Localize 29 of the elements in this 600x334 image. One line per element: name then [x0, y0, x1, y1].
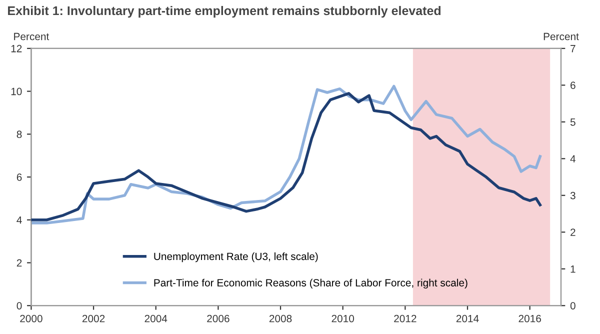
x-tick-label: 2012 — [394, 314, 416, 322]
legend-label: Unemployment Rate (U3, left scale) — [154, 252, 318, 262]
chart-title: Exhibit 1: Involuntary part-time employment remains stubbornly elevated — [8, 6, 440, 18]
y2-tick-label: 3 — [570, 192, 576, 200]
y2-tick-label: 4 — [570, 155, 576, 162]
y-tick-label: 8 — [16, 130, 22, 138]
y2-tick-label: 1 — [570, 265, 576, 273]
y-axis-title: Percent — [14, 32, 50, 40]
y2-axis-title: Percent — [544, 32, 579, 40]
x-tick-label: 2014 — [456, 314, 479, 322]
x-tick-label: 2000 — [20, 314, 42, 322]
y-tick-label: 4 — [16, 216, 22, 224]
x-tick-label: 2010 — [332, 314, 354, 322]
x-tick-label: 2016 — [518, 314, 541, 322]
x-tick-label: 2008 — [269, 314, 292, 322]
y-tick-label: 6 — [16, 174, 22, 181]
x-tick-label: 2002 — [82, 314, 105, 322]
y2-tick-label: 0 — [570, 302, 576, 310]
legend-label: Part-Time for Economic Reasons (Share of Labor Force, right scale) — [154, 278, 468, 289]
x-tick-label: 2006 — [207, 314, 230, 322]
y2-tick-label: 6 — [570, 82, 576, 90]
y2-tick-label: 2 — [570, 228, 576, 236]
y-tick-label: 0 — [16, 302, 22, 310]
y-tick-label: 12 — [11, 44, 22, 52]
y-tick-label: 2 — [16, 259, 22, 267]
y-tick-label: 10 — [11, 88, 22, 96]
y2-tick-label: 7 — [570, 45, 576, 52]
x-tick-label: 2004 — [144, 314, 168, 322]
y2-tick-label: 5 — [570, 118, 576, 126]
